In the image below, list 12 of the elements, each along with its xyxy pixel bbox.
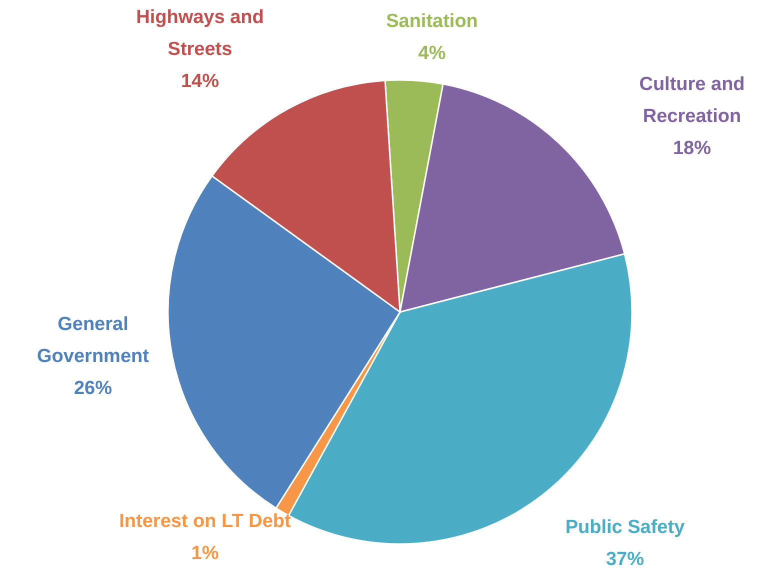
slice-label: Culture and Recreation [639, 74, 745, 127]
data-label: 14% [180, 71, 220, 92]
data-label: 1% [191, 543, 219, 564]
slice-label: Sanitation [386, 11, 478, 32]
slice-label: General Government [37, 314, 150, 367]
slice-label: Public Safety [565, 517, 686, 538]
data-label: 4% [418, 43, 446, 64]
slice-label: Highways and Streets [136, 7, 264, 60]
slice-label: Interest on LT Debt [119, 511, 292, 532]
data-label: 26% [74, 378, 112, 399]
data-label: 18% [672, 138, 712, 159]
data-label: 37% [606, 549, 644, 570]
